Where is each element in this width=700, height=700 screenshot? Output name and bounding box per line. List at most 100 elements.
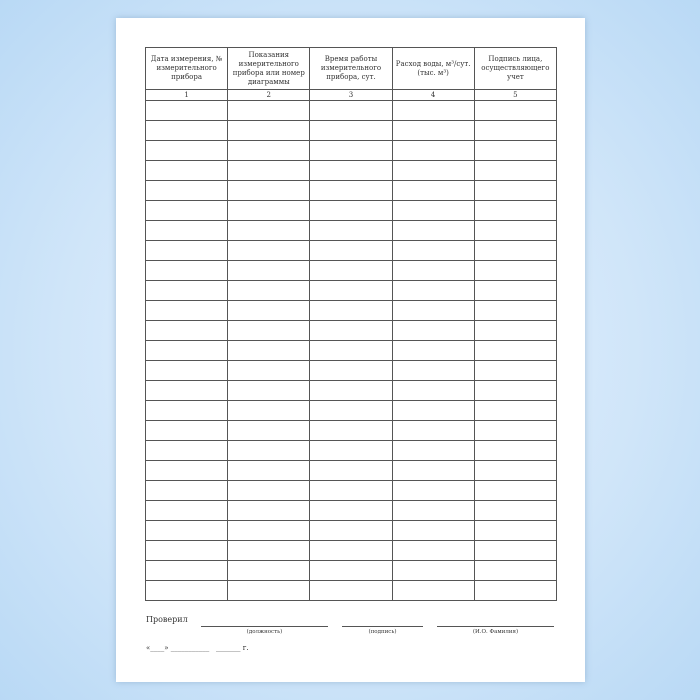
- table-cell[interactable]: [391, 180, 475, 201]
- table-cell[interactable]: [473, 200, 558, 221]
- table-cell[interactable]: [391, 100, 475, 121]
- table-cell[interactable]: [144, 120, 229, 141]
- table-cell[interactable]: [391, 360, 475, 381]
- table-cell[interactable]: [309, 500, 393, 521]
- table-cell[interactable]: [309, 180, 393, 201]
- table-cell[interactable]: [391, 420, 475, 441]
- table-cell[interactable]: [473, 280, 558, 301]
- table-cell[interactable]: [309, 320, 393, 341]
- table-cell[interactable]: [309, 480, 393, 501]
- table-cell[interactable]: [309, 340, 393, 361]
- table-cell[interactable]: [391, 580, 475, 601]
- table-cell[interactable]: [144, 540, 229, 561]
- table-cell[interactable]: [309, 240, 393, 261]
- table-cell[interactable]: [473, 420, 558, 441]
- table-cell[interactable]: [144, 280, 229, 301]
- table-cell[interactable]: [144, 580, 229, 601]
- table-cell[interactable]: [391, 480, 475, 501]
- table-cell[interactable]: [391, 560, 475, 581]
- table-cell[interactable]: [391, 520, 475, 541]
- table-cell[interactable]: [144, 140, 229, 161]
- table-cell[interactable]: [144, 180, 229, 201]
- table-cell[interactable]: [227, 340, 311, 361]
- table-cell[interactable]: [144, 220, 229, 241]
- table-cell[interactable]: [144, 320, 229, 341]
- table-cell[interactable]: [473, 120, 558, 141]
- table-cell[interactable]: [309, 300, 393, 321]
- table-cell[interactable]: [227, 440, 311, 461]
- table-cell[interactable]: [227, 120, 311, 141]
- table-cell[interactable]: [227, 100, 311, 121]
- table-cell[interactable]: [473, 260, 558, 281]
- table-cell[interactable]: [391, 500, 475, 521]
- table-cell[interactable]: [227, 420, 311, 441]
- table-cell[interactable]: [144, 240, 229, 261]
- table-cell[interactable]: [391, 300, 475, 321]
- table-cell[interactable]: [227, 280, 311, 301]
- table-cell[interactable]: [473, 340, 558, 361]
- table-cell[interactable]: [309, 380, 393, 401]
- table-cell[interactable]: [391, 120, 475, 141]
- table-cell[interactable]: [473, 580, 558, 601]
- table-cell[interactable]: [144, 380, 229, 401]
- table-cell[interactable]: [144, 500, 229, 521]
- table-cell[interactable]: [227, 400, 311, 421]
- table-cell[interactable]: [227, 480, 311, 501]
- table-cell[interactable]: [144, 100, 229, 121]
- table-cell[interactable]: [473, 380, 558, 401]
- table-cell[interactable]: [309, 440, 393, 461]
- table-cell[interactable]: [473, 300, 558, 321]
- table-cell[interactable]: [391, 260, 475, 281]
- table-cell[interactable]: [144, 340, 229, 361]
- table-cell[interactable]: [144, 160, 229, 181]
- table-cell[interactable]: [391, 140, 475, 161]
- table-cell[interactable]: [391, 400, 475, 421]
- table-cell[interactable]: [227, 520, 311, 541]
- table-cell[interactable]: [227, 180, 311, 201]
- table-cell[interactable]: [144, 480, 229, 501]
- table-cell[interactable]: [391, 220, 475, 241]
- table-cell[interactable]: [473, 140, 558, 161]
- table-cell[interactable]: [227, 360, 311, 381]
- table-cell[interactable]: [473, 240, 558, 261]
- table-cell[interactable]: [309, 460, 393, 481]
- table-cell[interactable]: [227, 200, 311, 221]
- table-cell[interactable]: [391, 240, 475, 261]
- table-cell[interactable]: [309, 560, 393, 581]
- table-cell[interactable]: [473, 100, 558, 121]
- table-cell[interactable]: [144, 440, 229, 461]
- table-cell[interactable]: [309, 220, 393, 241]
- table-cell[interactable]: [144, 300, 229, 321]
- table-cell[interactable]: [309, 120, 393, 141]
- table-cell[interactable]: [309, 360, 393, 381]
- table-cell[interactable]: [227, 500, 311, 521]
- table-cell[interactable]: [309, 160, 393, 181]
- table-cell[interactable]: [473, 220, 558, 241]
- table-cell[interactable]: [391, 460, 475, 481]
- table-cell[interactable]: [227, 540, 311, 561]
- table-cell[interactable]: [473, 440, 558, 461]
- table-cell[interactable]: [227, 220, 311, 241]
- table-cell[interactable]: [309, 260, 393, 281]
- table-cell[interactable]: [473, 480, 558, 501]
- table-cell[interactable]: [473, 520, 558, 541]
- table-cell[interactable]: [309, 580, 393, 601]
- table-cell[interactable]: [309, 400, 393, 421]
- table-cell[interactable]: [473, 180, 558, 201]
- table-cell[interactable]: [473, 320, 558, 341]
- table-cell[interactable]: [227, 260, 311, 281]
- table-cell[interactable]: [391, 280, 475, 301]
- table-cell[interactable]: [309, 280, 393, 301]
- table-cell[interactable]: [227, 320, 311, 341]
- table-cell[interactable]: [391, 160, 475, 181]
- table-cell[interactable]: [309, 540, 393, 561]
- table-cell[interactable]: [391, 200, 475, 221]
- table-cell[interactable]: [391, 320, 475, 341]
- table-cell[interactable]: [144, 400, 229, 421]
- table-cell[interactable]: [144, 420, 229, 441]
- table-cell[interactable]: [473, 400, 558, 421]
- table-cell[interactable]: [227, 240, 311, 261]
- table-cell[interactable]: [144, 260, 229, 281]
- table-cell[interactable]: [309, 520, 393, 541]
- table-cell[interactable]: [227, 460, 311, 481]
